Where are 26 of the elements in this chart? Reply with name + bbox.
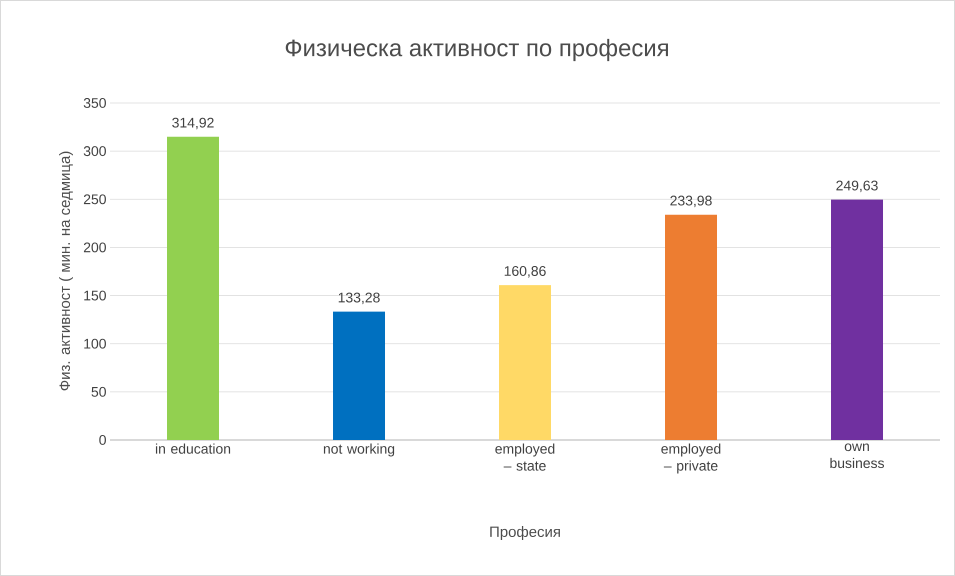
y-tick-label: 350	[84, 98, 106, 108]
y-tick-label: 250	[84, 194, 106, 204]
data-label: 160,86	[504, 266, 546, 278]
data-label: 314,92	[172, 118, 214, 130]
y-tick-label: 50	[92, 386, 106, 397]
bar	[831, 200, 884, 440]
bar	[333, 312, 386, 440]
bar	[167, 136, 220, 440]
y-tick-label: 100	[84, 338, 106, 349]
chart-title: Физическа активност по професия	[286, 38, 668, 62]
bar	[499, 285, 552, 440]
y-tick-label: 150	[84, 290, 106, 300]
x-tick-label: in education	[156, 444, 230, 454]
data-label: 249,63	[836, 180, 878, 192]
x-tick-label: not working	[324, 444, 394, 457]
y-tick-label: 200	[84, 242, 106, 252]
x-tick-label: employed – private	[661, 444, 720, 474]
data-label: 133,28	[338, 292, 380, 304]
y-axis-title: Физ. активност ( мин. на седмица)	[59, 152, 73, 390]
data-label: 233,98	[670, 196, 712, 208]
x-tick-label: own business	[830, 443, 884, 468]
y-tick-label: 0	[99, 435, 106, 445]
y-tick-label: 300	[84, 146, 106, 156]
x-tick-label: employed – state	[495, 444, 554, 471]
bar	[665, 214, 718, 440]
x-axis-title: Професия	[490, 526, 560, 540]
